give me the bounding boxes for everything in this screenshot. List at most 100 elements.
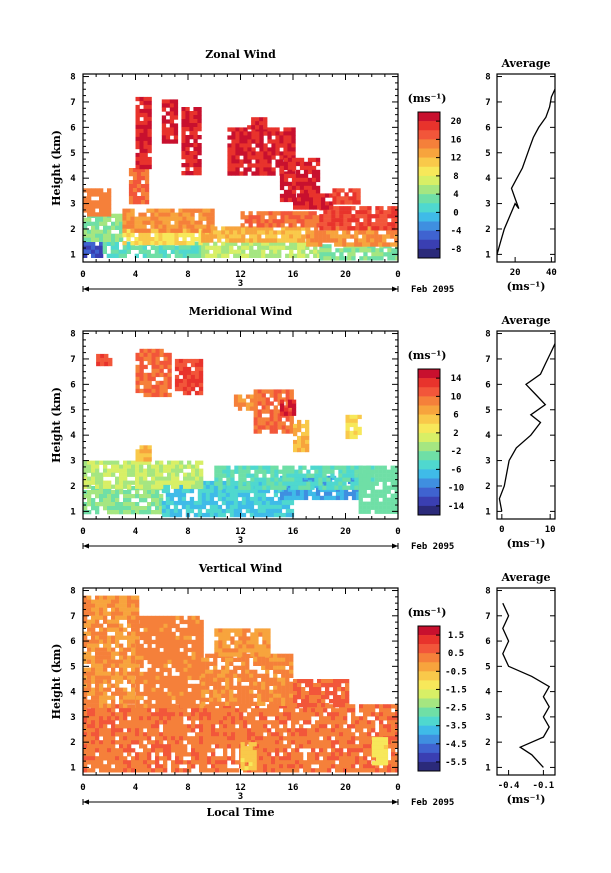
heatmap-cell: [179, 615, 184, 621]
heatmap-cell: [175, 724, 180, 729]
heatmap-cell: [347, 736, 352, 741]
heatmap-cell: [366, 242, 371, 247]
heatmap-cell: [173, 504, 179, 510]
heatmap-cell: [99, 659, 104, 664]
y-tick-label: 3: [70, 457, 75, 467]
heatmap-cell: [297, 201, 302, 206]
heatmap-cell: [107, 712, 112, 717]
heatmap-cell: [287, 744, 292, 749]
heatmap-cell: [118, 249, 123, 254]
heatmap-cell: [174, 249, 179, 254]
heatmap-cell: [95, 468, 100, 473]
heatmap-cell: [111, 221, 116, 226]
heatmap-cell: [135, 643, 140, 649]
heatmap-cell: [186, 382, 192, 388]
heatmap-cell: [265, 512, 271, 518]
heatmap-cell: [174, 233, 179, 238]
heatmap-cell: [356, 196, 361, 201]
heatmap-cell: [301, 197, 306, 202]
heatmap-cell: [119, 651, 124, 656]
heatmap-cell: [370, 489, 375, 494]
heatmap-cell: [207, 724, 212, 729]
heatmap-cell: [199, 752, 204, 757]
heatmap-cell: [99, 655, 104, 660]
heatmap-cell: [202, 224, 207, 229]
heatmap-cell: [296, 215, 301, 220]
heatmap-cell: [231, 716, 236, 721]
heatmap-cell: [83, 611, 88, 616]
heatmap-cell: [253, 249, 258, 254]
heatmap-cell: [162, 245, 167, 250]
heatmap-cell: [142, 212, 147, 217]
heatmap-cell: [243, 139, 248, 144]
heatmap-cell: [362, 234, 367, 239]
heatmap-cell: [299, 724, 304, 729]
heatmap-cell: [311, 181, 317, 187]
heatmap-cell: [292, 223, 297, 228]
heatmap-cell: [249, 394, 255, 399]
heatmap-cell: [127, 732, 132, 737]
heatmap-cell: [99, 204, 104, 209]
heatmap-cell: [289, 508, 295, 514]
heatmap-cell: [390, 485, 395, 490]
heatmap-cell: [161, 131, 167, 136]
heatmap-cell: [103, 663, 108, 668]
heatmap-cell: [159, 502, 164, 507]
heatmap-cell: [119, 708, 124, 713]
heatmap-cell: [213, 512, 219, 518]
heatmap-cell: [291, 193, 297, 199]
heatmap-cell: [159, 619, 164, 625]
heatmap-cell: [167, 376, 172, 382]
heatmap-cell: [159, 472, 164, 477]
heatmap-cell: [371, 226, 376, 231]
heatmap-cell: [342, 234, 347, 239]
heatmap-cell: [155, 623, 160, 629]
heatmap-cell: [178, 224, 183, 229]
heatmap-cell: [146, 233, 151, 238]
heatmap-cell: [206, 224, 211, 229]
heatmap-cell: [185, 508, 191, 514]
heatmap-cell: [263, 768, 268, 773]
heatmap-cell: [175, 647, 180, 653]
heatmap-cell: [87, 476, 92, 481]
heatmap-cell: [135, 647, 140, 653]
heatmap-cell: [91, 253, 96, 258]
heatmap-cell: [103, 703, 108, 708]
heatmap-cell: [139, 720, 144, 725]
heatmap-cell: [87, 196, 92, 201]
heatmap-cell: [363, 222, 368, 227]
heatmap-cell: [227, 732, 232, 737]
heatmap-cell: [237, 253, 242, 258]
heatmap-cell: [285, 234, 290, 239]
heatmap-cell: [239, 720, 244, 725]
heatmap-cell: [362, 501, 367, 506]
heatmap-cell: [171, 724, 176, 729]
heatmap-cell: [107, 716, 112, 721]
heatmap-cell: [179, 639, 184, 645]
heatmap-cell: [386, 485, 391, 490]
heatmap-cell: [139, 659, 144, 665]
heatmap-cell: [83, 712, 88, 717]
heatmap-cell: [185, 488, 191, 494]
heatmap-cell: [119, 768, 124, 773]
heatmap-cell: [91, 204, 96, 209]
heatmap-cell: [374, 242, 379, 247]
heatmap-cell: [123, 732, 128, 737]
heatmap-cell: [103, 699, 108, 704]
heatmap-cell: [291, 736, 296, 741]
heatmap-cell: [158, 245, 163, 250]
heatmap-cell: [289, 238, 294, 243]
x-tick-label: 20: [340, 270, 351, 280]
heatmap-cell: [231, 712, 236, 717]
heatmap-cell: [91, 225, 96, 230]
heatmap-cell: [171, 716, 176, 721]
heatmap-cell: [127, 480, 132, 485]
heatmap-cell: [264, 219, 269, 224]
heatmap-cell: [115, 764, 120, 769]
heatmap-cell: [155, 764, 160, 769]
heatmap-cell: [199, 728, 204, 733]
heatmap-cell: [307, 181, 313, 187]
heatmap-cell: [161, 119, 167, 124]
heatmap-cell: [115, 490, 120, 495]
heatmap-cell: [267, 139, 272, 144]
